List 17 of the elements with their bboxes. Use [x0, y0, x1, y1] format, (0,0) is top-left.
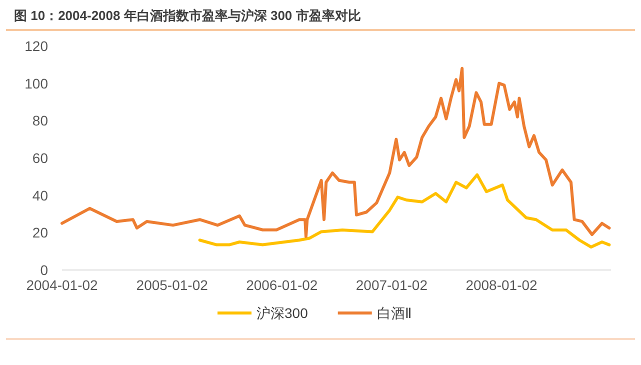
line-series: [60, 66, 611, 238]
legend-label: 白酒Ⅱ: [376, 305, 412, 321]
y-tick-label: 80: [32, 112, 48, 129]
y-tick-label: 40: [32, 187, 48, 204]
y-tick-label: 60: [32, 150, 48, 166]
x-tick-label: 2004-01-02: [26, 277, 98, 293]
x-tick-label: 2005-01-02: [136, 277, 208, 293]
x-tick-label: 2007-01-02: [356, 277, 428, 293]
line-series: [198, 173, 611, 249]
y-tick-label: 120: [24, 38, 48, 54]
chart-title: 图 10：2004-2008 年白酒指数市盈率与沪深 300 市盈率对比: [14, 8, 361, 23]
x-tick-label: 2006-01-02: [246, 277, 318, 293]
y-tick-label: 0: [40, 262, 48, 278]
y-tick-label: 20: [32, 224, 48, 241]
legend-label: 沪深300: [256, 305, 308, 321]
x-tick-label: 2008-01-02: [466, 277, 538, 293]
y-tick-label: 100: [24, 75, 48, 92]
